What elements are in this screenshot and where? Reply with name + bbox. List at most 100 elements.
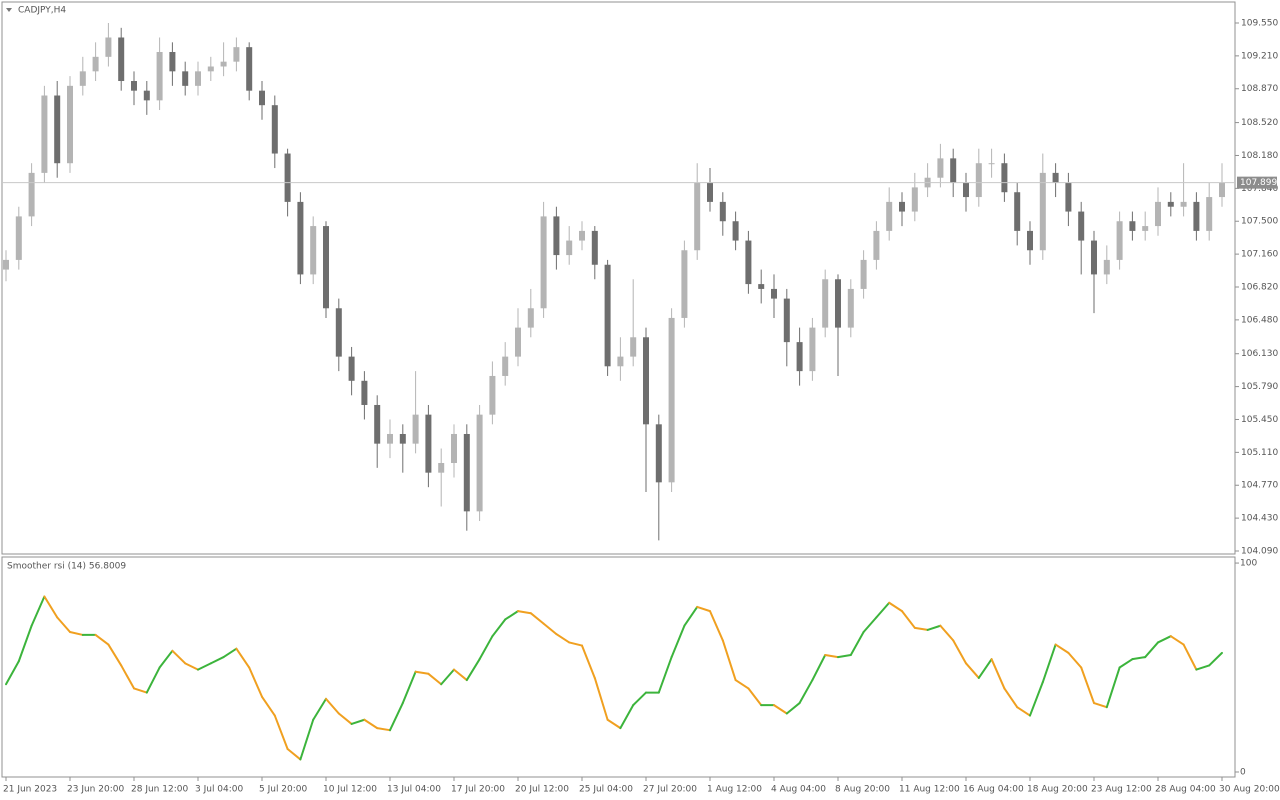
y-tick-label: 109.210 — [1241, 51, 1278, 61]
candle-body — [54, 95, 61, 164]
candle-body — [860, 259, 867, 289]
y-tick-label: 108.520 — [1241, 118, 1278, 128]
x-tick-label: 17 Jul 20:00 — [451, 785, 505, 795]
candle-body — [591, 230, 598, 265]
candle-body — [92, 56, 99, 72]
rsi-segment — [593, 676, 609, 721]
candle-body — [1206, 197, 1213, 231]
candle-body — [809, 327, 816, 372]
candle-body — [719, 201, 726, 222]
rsi-panel — [1, 556, 1236, 778]
rsi-segment — [491, 618, 507, 638]
rsi-segment — [849, 631, 865, 656]
rsi-segment — [30, 595, 46, 627]
candle-body — [771, 288, 777, 299]
rsi-segment — [1105, 666, 1121, 709]
candle-body — [681, 250, 688, 318]
candle-body — [630, 337, 637, 357]
x-tick-label: 30 Aug 20:00 — [1219, 785, 1280, 795]
x-tick-label: 20 Jul 12:00 — [515, 785, 569, 795]
candle-body — [988, 163, 995, 165]
candle-body — [886, 201, 893, 231]
rsi-segment — [926, 624, 942, 631]
candle-body — [502, 356, 509, 376]
rsi-segment — [1131, 656, 1147, 661]
candle-body — [1078, 211, 1085, 241]
rsi-segment — [184, 662, 199, 671]
candle-body — [335, 308, 342, 357]
candle-body — [105, 37, 112, 57]
rsi-segment — [209, 656, 225, 665]
rsi-segment — [261, 695, 276, 717]
rsi-segment — [453, 668, 468, 682]
candle-body — [911, 187, 918, 212]
rsi-segment — [1054, 643, 1070, 654]
rsi-segment — [990, 658, 1006, 690]
rsi-segment — [773, 704, 788, 715]
rsi-segment — [145, 666, 161, 694]
rsi-segment — [811, 653, 827, 682]
x-tick-label: 21 Jun 2023 — [3, 785, 57, 795]
rsi-segment — [17, 624, 33, 663]
rsi-segment — [709, 610, 724, 642]
last-price-box — [1237, 176, 1277, 189]
rsi-segment — [785, 702, 801, 715]
rsi-segment — [56, 616, 71, 634]
rsi-segment — [568, 641, 583, 647]
rsi-segment — [1182, 643, 1198, 671]
x-tick-label: 4 Aug 04:00 — [771, 785, 826, 795]
y-tick-label: 105.110 — [1241, 448, 1278, 458]
candle-body — [937, 158, 944, 178]
candle-body — [131, 81, 137, 91]
candle-body — [284, 153, 291, 202]
candle-body — [451, 433, 457, 463]
rsi-segment — [133, 687, 148, 694]
rsi-segment — [235, 647, 251, 669]
rsi-segment — [414, 670, 430, 675]
y-tick-label: 107.840 — [1241, 184, 1278, 194]
candle-body — [566, 240, 573, 256]
candle-body — [604, 264, 611, 367]
candle-body — [41, 95, 48, 173]
candle-body — [1142, 226, 1149, 231]
rsi-segment — [798, 679, 814, 705]
rsi-segment — [273, 714, 289, 751]
x-tick-label: 28 Aug 04:00 — [1155, 785, 1216, 795]
candle-body — [553, 216, 560, 256]
candle-body — [1219, 182, 1225, 198]
y-tick-label: 109.550 — [1241, 18, 1278, 28]
rsi-segment — [197, 662, 212, 671]
candle-body — [1129, 221, 1136, 231]
candle-body — [361, 380, 368, 405]
candle-body — [1027, 230, 1033, 251]
main-panel — [1, 1, 1236, 555]
rsi-segment — [1080, 666, 1095, 705]
y-tick-label: 104.770 — [1241, 481, 1278, 491]
rsi-segment — [94, 633, 110, 646]
candle-body — [694, 182, 701, 251]
candle-body — [463, 433, 470, 512]
rsi-segment — [734, 679, 750, 690]
y-tick-label: 105.790 — [1241, 382, 1278, 392]
x-tick-label: 3 Jul 04:00 — [195, 785, 244, 795]
candle-body — [1103, 259, 1110, 275]
candle-body — [975, 163, 982, 198]
rsi-segment — [107, 643, 123, 667]
y-tick-label: 100 — [1240, 559, 1257, 569]
rsi-segment — [376, 727, 391, 732]
indicator-title: Smoother rsi (14) 56.8009 — [7, 562, 126, 572]
rsi-segment — [5, 660, 20, 686]
rsi-segment — [1208, 651, 1223, 667]
candle-body — [271, 105, 278, 154]
rsi-segment — [888, 601, 903, 613]
candle-body — [1065, 182, 1072, 212]
rsi-segment — [1041, 643, 1057, 684]
menu-arrow[interactable] — [6, 8, 12, 12]
rsi-segment — [683, 605, 699, 627]
candle-body — [118, 37, 125, 82]
candle-body — [3, 259, 9, 270]
rsi-segment — [389, 702, 404, 732]
rsi-segment — [337, 712, 353, 725]
rsi-segment — [69, 631, 84, 636]
candle-body — [15, 216, 22, 260]
